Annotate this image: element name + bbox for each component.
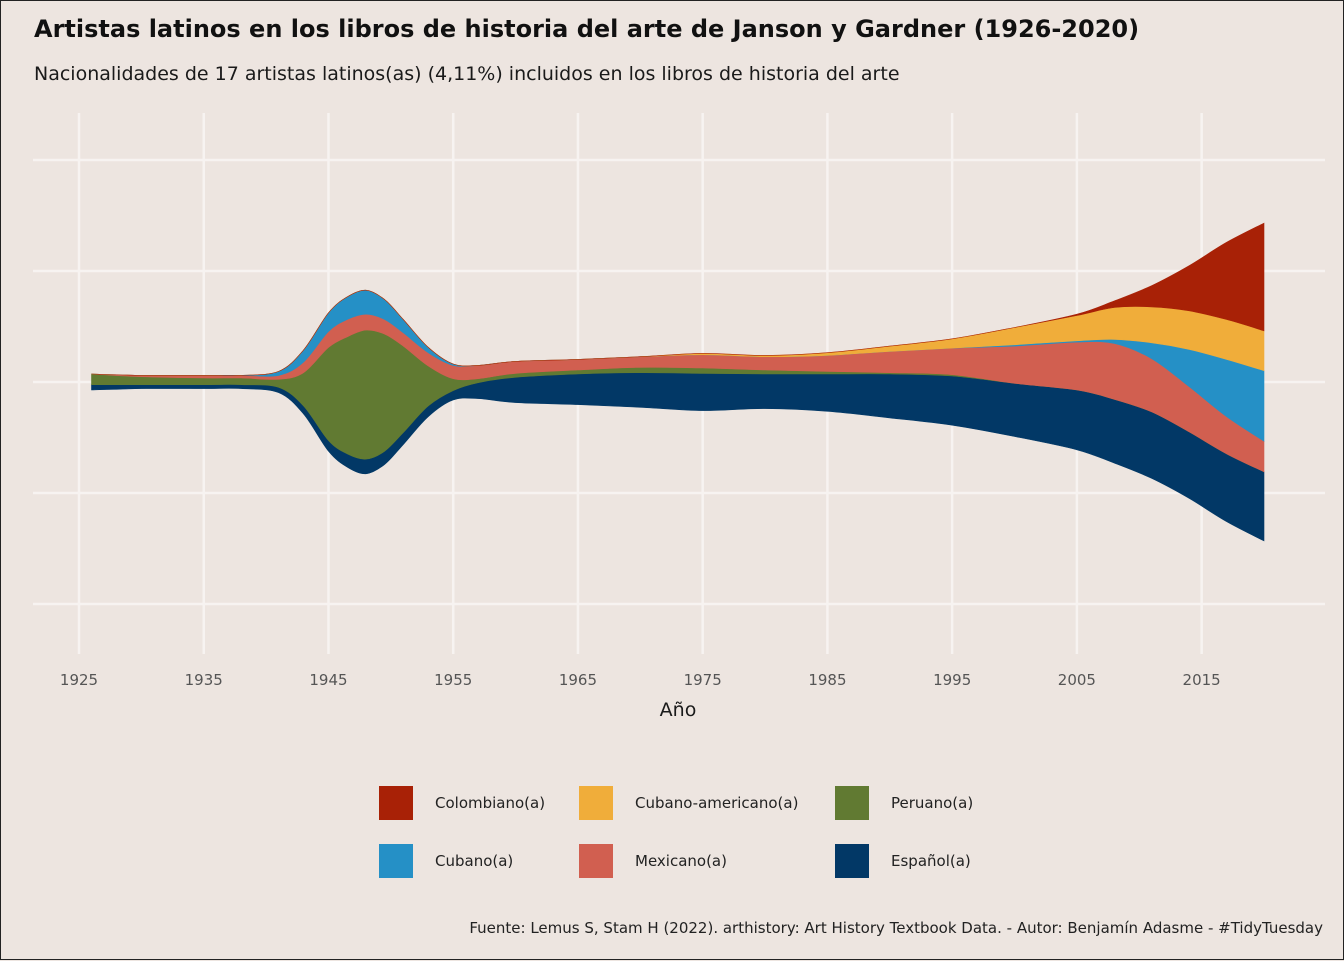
legend: Colombiano(a) Cubano-americano(a) Peruan… (379, 785, 995, 879)
chart-title: Artistas latinos en los libros de histor… (34, 15, 1140, 43)
legend-swatch-colombiano (379, 786, 413, 820)
legend-label-colombiano: Colombiano(a) (435, 794, 546, 812)
legend-label-peruano: Peruano(a) (891, 794, 974, 812)
x-tick-label: 2015 (1183, 671, 1221, 689)
x-tick-label: 1935 (185, 671, 223, 689)
legend-item-mexicano: Mexicano(a) (579, 843, 835, 879)
legend-item-peruano: Peruano(a) (835, 785, 995, 821)
x-tick-label: 1955 (434, 671, 472, 689)
x-tick-label: 1995 (933, 671, 971, 689)
legend-swatch-mexicano (579, 844, 613, 878)
legend-item-cubano: Cubano(a) (379, 843, 579, 879)
legend-swatch-espanol (835, 844, 869, 878)
x-axis-label: Año (660, 699, 697, 721)
x-axis-ticks: 1925 1935 1945 1955 1965 1975 1985 1995 2005 2015 (60, 671, 1221, 689)
x-tick-label: 1975 (684, 671, 722, 689)
legend-swatch-peruano (835, 786, 869, 820)
chart-subtitle: Nacionalidades de 17 artistas latinos(as… (34, 63, 900, 85)
legend-swatch-cubano (379, 844, 413, 878)
legend-label-cubano: Cubano(a) (435, 852, 514, 870)
legend-label-cubano-americano: Cubano-americano(a) (635, 794, 799, 812)
legend-swatch-cubano-americano (579, 786, 613, 820)
stream-español-a (91, 372, 1265, 542)
x-tick-label: 2005 (1058, 671, 1096, 689)
legend-item-colombiano: Colombiano(a) (379, 785, 579, 821)
x-tick-label: 1985 (808, 671, 846, 689)
x-tick-label: 1945 (309, 671, 347, 689)
legend-label-espanol: Español(a) (891, 852, 971, 870)
stream-colombiano-a (91, 222, 1265, 376)
x-tick-label: 1925 (60, 671, 98, 689)
legend-item-espanol: Español(a) (835, 843, 995, 879)
source-caption: Fuente: Lemus S, Stam H (2022). arthisto… (469, 919, 1323, 937)
legend-item-cubano-americano: Cubano-americano(a) (579, 785, 835, 821)
stream-areas (91, 222, 1265, 542)
legend-label-mexicano: Mexicano(a) (635, 852, 727, 870)
x-tick-label: 1965 (559, 671, 597, 689)
